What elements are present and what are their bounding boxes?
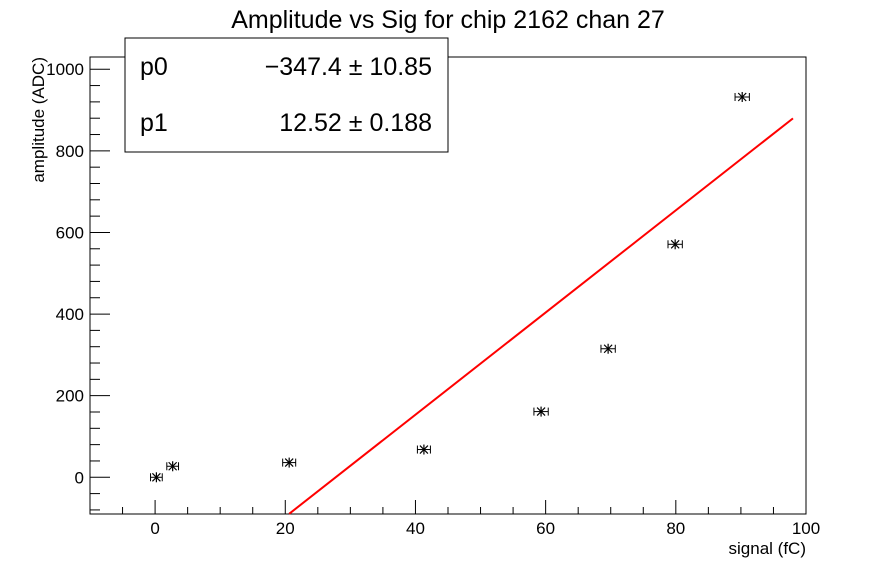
stats-p0-name: p0 bbox=[140, 53, 168, 81]
fit-line bbox=[288, 117, 794, 515]
data-point bbox=[533, 406, 549, 417]
y-axis-tick-labels: 0 200 400 600 800 1000 bbox=[46, 60, 84, 487]
data-point bbox=[416, 444, 431, 455]
chart-title: Amplitude vs Sig for chip 2162 chan 27 bbox=[231, 6, 665, 34]
y-tick-label: 200 bbox=[56, 387, 84, 406]
fit-line-layer bbox=[288, 117, 794, 515]
data-point bbox=[734, 91, 750, 102]
x-tick-label: 0 bbox=[150, 519, 159, 538]
data-points-layer bbox=[150, 91, 750, 483]
data-point bbox=[282, 457, 297, 468]
x-tick-label: 60 bbox=[536, 519, 555, 538]
x-tick-label: 80 bbox=[666, 519, 685, 538]
stats-p0-value: −347.4 ± 10.85 bbox=[265, 53, 432, 81]
stats-box-border bbox=[124, 37, 449, 153]
y-axis-ticks bbox=[90, 68, 110, 511]
x-tick-label: 100 bbox=[792, 519, 820, 538]
y-tick-label: 600 bbox=[56, 223, 84, 242]
stats-p1-value: 12.52 ± 0.188 bbox=[279, 109, 432, 137]
data-point bbox=[667, 239, 683, 250]
y-tick-label: 1000 bbox=[46, 60, 84, 79]
x-axis-ticks bbox=[89, 500, 807, 514]
y-tick-label: 0 bbox=[75, 468, 84, 487]
fit-stats-box: p0 −347.4 ± 10.85 p1 12.52 ± 0.188 bbox=[124, 37, 449, 153]
data-point bbox=[150, 472, 163, 483]
y-tick-label: 400 bbox=[56, 305, 84, 324]
x-axis-title: signal (fC) bbox=[729, 539, 806, 558]
x-tick-label: 40 bbox=[406, 519, 425, 538]
y-tick-label: 800 bbox=[56, 142, 84, 161]
data-point bbox=[166, 461, 180, 472]
x-axis-tick-labels: 0 20 40 60 80 100 bbox=[150, 519, 820, 538]
x-tick-label: 20 bbox=[276, 519, 295, 538]
stats-p1-name: p1 bbox=[140, 109, 168, 137]
data-point bbox=[600, 343, 616, 354]
y-axis-title: amplitude (ADC) bbox=[29, 57, 48, 183]
